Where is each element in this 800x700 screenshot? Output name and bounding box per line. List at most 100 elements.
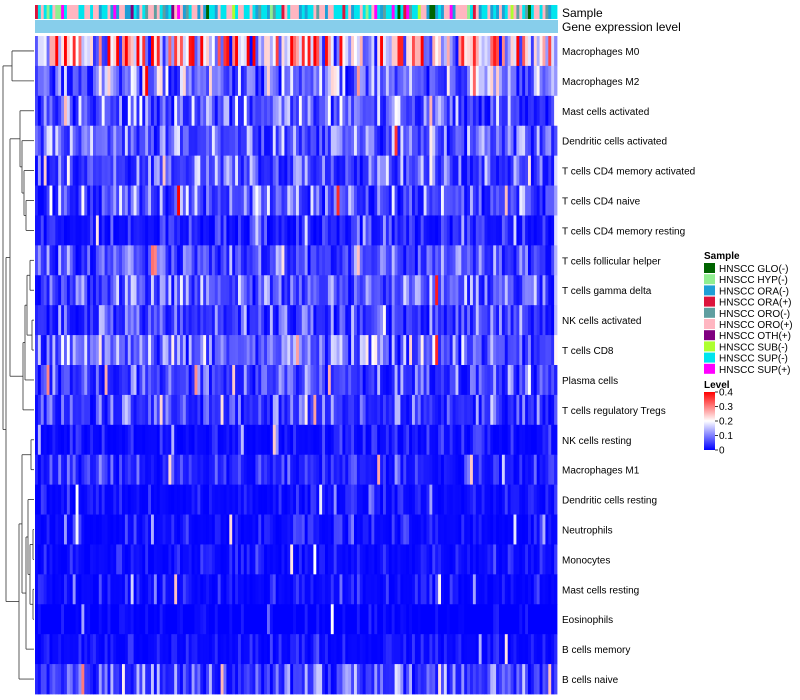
heatmap-cell bbox=[499, 544, 503, 575]
heatmap-cell bbox=[533, 155, 538, 186]
heatmap-cell bbox=[40, 335, 45, 366]
heatmap-cell bbox=[484, 125, 488, 157]
heatmap-cell bbox=[130, 604, 134, 635]
heatmap-cell bbox=[275, 424, 279, 456]
heatmap-cell bbox=[472, 484, 477, 515]
heatmap-cell bbox=[148, 335, 152, 366]
heatmap-cell bbox=[432, 365, 436, 396]
heatmap-cell bbox=[348, 65, 352, 97]
heatmap-cell bbox=[185, 634, 190, 665]
heatmap-cell bbox=[127, 245, 132, 276]
heatmap-cell bbox=[414, 275, 419, 306]
heatmap-cell bbox=[490, 424, 494, 456]
heatmap-cell bbox=[75, 454, 79, 486]
heatmap-cell bbox=[507, 95, 511, 127]
heatmap-cell bbox=[362, 95, 366, 127]
heatmap-cell bbox=[545, 245, 549, 276]
heatmap-cell bbox=[261, 305, 265, 336]
heatmap-cell bbox=[211, 424, 216, 456]
heatmap-cell bbox=[110, 305, 114, 336]
heatmap-cell bbox=[93, 65, 97, 97]
heatmap-cell bbox=[528, 185, 532, 216]
heatmap-cell bbox=[136, 65, 140, 97]
heatmap-cell bbox=[446, 424, 451, 456]
heatmap-cell bbox=[362, 394, 366, 426]
heatmap-cell bbox=[443, 125, 448, 157]
heatmap-cell bbox=[209, 215, 213, 246]
heatmap-cell bbox=[246, 36, 250, 67]
heatmap-cell bbox=[243, 155, 248, 186]
heatmap-cell bbox=[391, 604, 395, 635]
heatmap-cell bbox=[226, 65, 230, 97]
heatmap-cell bbox=[528, 305, 532, 336]
heatmap-cell bbox=[104, 155, 108, 186]
heatmap-cell bbox=[467, 335, 471, 366]
heatmap-cell bbox=[371, 305, 375, 336]
heatmap-cell bbox=[449, 245, 453, 276]
heatmap-cell bbox=[98, 544, 103, 575]
heatmap-cell bbox=[185, 544, 190, 575]
heatmap-cell bbox=[200, 245, 204, 276]
heatmap-cell bbox=[90, 634, 94, 665]
heatmap-cell bbox=[37, 305, 42, 336]
sample-annotation-cell bbox=[391, 5, 395, 19]
heatmap-cell bbox=[90, 514, 94, 545]
heatmap-cell bbox=[432, 544, 436, 575]
heatmap-cell bbox=[81, 365, 85, 396]
heatmap-cell bbox=[513, 215, 517, 246]
heatmap-cell bbox=[211, 155, 216, 186]
heatmap-cell bbox=[351, 454, 355, 486]
heatmap-cell bbox=[40, 664, 45, 695]
heatmap-cell bbox=[156, 574, 161, 605]
heatmap-cell bbox=[64, 365, 68, 396]
sample-annotation-cell bbox=[528, 5, 532, 19]
heatmap-cell bbox=[55, 155, 59, 186]
heatmap-cell bbox=[197, 335, 201, 366]
heatmap-cell bbox=[249, 514, 253, 545]
heatmap-cell bbox=[255, 275, 259, 306]
heatmap-cell bbox=[423, 634, 427, 665]
heatmap-cell bbox=[354, 215, 358, 246]
sample-annotation-cell bbox=[539, 5, 543, 19]
heatmap-cell bbox=[64, 484, 68, 515]
sample-annotation-cell bbox=[287, 5, 291, 19]
heatmap-cell bbox=[139, 664, 143, 695]
heatmap-cell bbox=[124, 454, 129, 486]
heatmap-cell bbox=[371, 484, 375, 515]
heatmap-cell bbox=[197, 574, 201, 605]
heatmap-cell bbox=[470, 65, 474, 97]
heatmap-cell bbox=[351, 604, 355, 635]
heatmap-cell bbox=[238, 155, 242, 186]
heatmap-cell bbox=[475, 305, 480, 336]
heatmap-cell bbox=[530, 424, 535, 456]
heatmap-cell bbox=[90, 574, 94, 605]
row-label: T cells CD8 bbox=[562, 346, 614, 357]
heatmap-cell bbox=[255, 335, 259, 366]
heatmap-cell bbox=[194, 215, 198, 246]
heatmap-cell bbox=[490, 305, 494, 336]
heatmap-cell bbox=[548, 574, 552, 605]
heatmap-cell bbox=[104, 36, 108, 67]
heatmap-cell bbox=[478, 36, 482, 67]
heatmap-cell bbox=[220, 664, 224, 695]
heatmap-cell bbox=[55, 185, 59, 216]
heatmap-cell bbox=[548, 514, 552, 545]
heatmap-cell bbox=[464, 125, 468, 157]
heatmap-cell bbox=[510, 65, 514, 97]
heatmap-cell bbox=[499, 365, 503, 396]
heatmap-cell bbox=[507, 36, 511, 67]
heatmap-cell bbox=[519, 514, 523, 545]
heatmap-cell bbox=[66, 245, 71, 276]
heatmap-cell bbox=[325, 36, 329, 67]
heatmap-cell bbox=[449, 215, 453, 246]
heatmap-cell bbox=[539, 275, 543, 306]
heatmap-cell bbox=[403, 275, 407, 306]
sample-annotation-cell bbox=[446, 5, 451, 19]
heatmap-cell bbox=[487, 185, 491, 216]
heatmap-cell bbox=[298, 36, 303, 67]
sample-annotation-cell bbox=[307, 5, 311, 19]
heatmap-cell bbox=[374, 215, 378, 246]
heatmap-cell bbox=[165, 634, 169, 665]
heatmap-cell bbox=[388, 155, 393, 186]
heatmap-cell bbox=[327, 245, 332, 276]
